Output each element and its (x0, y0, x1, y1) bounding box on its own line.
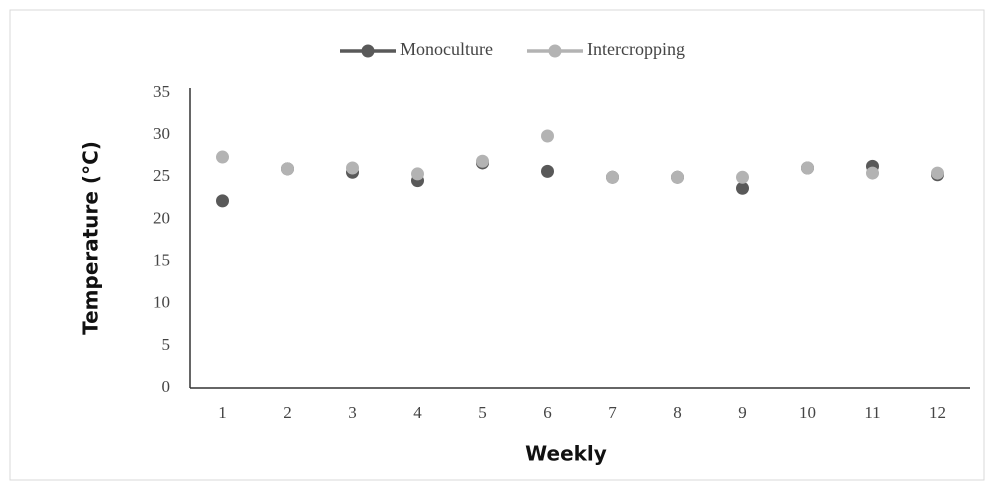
point (476, 154, 489, 168)
x-tick-label: 9 (738, 403, 747, 422)
point (736, 170, 749, 184)
x-tick-label: 1 (218, 403, 227, 422)
legend-label: Intercropping (587, 39, 685, 59)
point (346, 161, 359, 175)
point (411, 167, 424, 181)
y-tick-label: 30 (153, 124, 170, 143)
x-tick-label: 2 (283, 403, 292, 422)
legend-marker (548, 44, 562, 58)
y-tick-label: 15 (153, 250, 170, 269)
point (281, 162, 294, 176)
point (216, 150, 229, 164)
x-tick-label: 6 (543, 403, 552, 422)
x-tick-label: 5 (478, 403, 487, 422)
x-axis-title: Weekly (525, 442, 607, 466)
x-tick-label: 3 (348, 403, 357, 422)
point (931, 166, 944, 180)
y-tick-label: 25 (153, 166, 170, 185)
point (801, 161, 814, 175)
point (606, 170, 619, 184)
point (671, 170, 684, 184)
x-tick-label: 7 (608, 403, 617, 422)
point (736, 181, 749, 195)
point (541, 129, 554, 143)
y-tick-label: 10 (153, 293, 170, 312)
x-tick-label: 10 (799, 403, 816, 422)
point (541, 164, 554, 178)
chart-border (9, 9, 985, 481)
x-tick-label: 12 (929, 403, 946, 422)
y-tick-label: 20 (153, 208, 170, 227)
x-tick-label: 8 (673, 403, 682, 422)
y-axis-title: Temperature (°C) (79, 141, 103, 335)
legend-label: Monoculture (400, 39, 493, 59)
point (866, 166, 879, 180)
point (216, 194, 229, 208)
legend-marker (361, 44, 375, 58)
y-tick-label: 35 (153, 82, 170, 101)
y-tick-label: 0 (162, 377, 171, 396)
y-tick-label: 5 (162, 335, 171, 354)
x-tick-label: 11 (864, 403, 880, 422)
x-tick-label: 4 (413, 403, 422, 422)
